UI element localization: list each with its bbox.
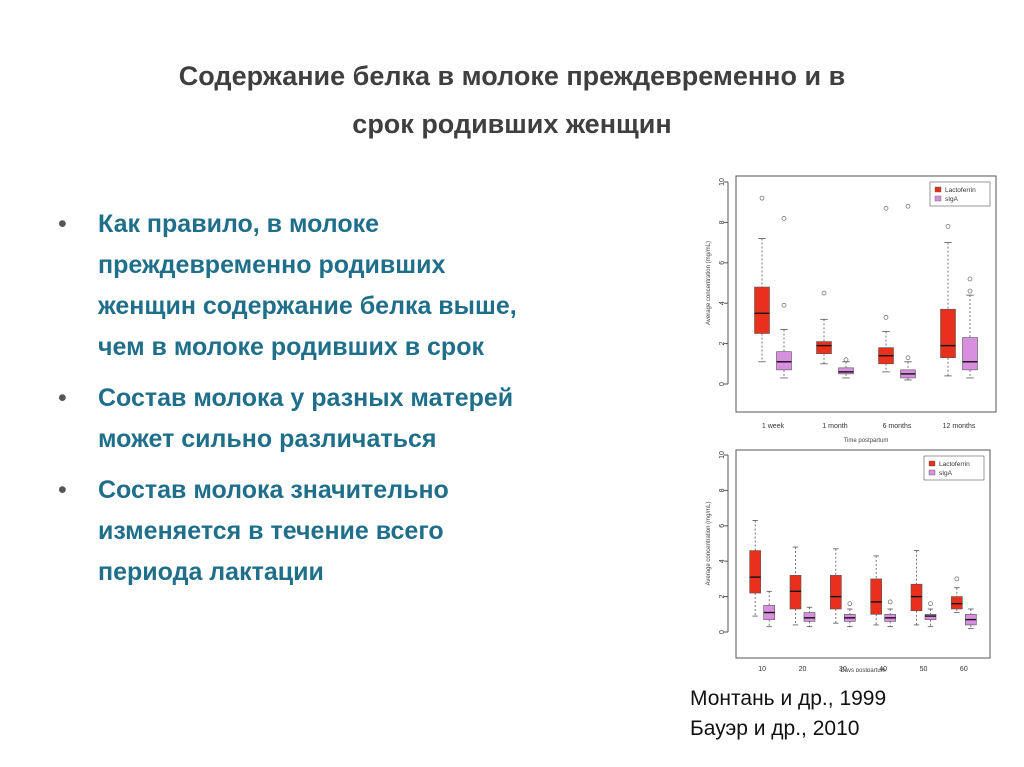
y-tick-label: 8 (719, 220, 726, 224)
outlier-point (781, 216, 787, 221)
legend-label: Lactoferrin (939, 461, 970, 468)
box-siga (924, 614, 937, 620)
box-lactoferrin (830, 575, 842, 610)
plot-frame (735, 449, 991, 659)
bullet-item: • Как правило, в молоке преждевременно р… (52, 204, 522, 368)
x-tick-label: 60 (960, 666, 968, 672)
slide-title-line-2: срок родивших женщин (352, 109, 672, 139)
outlier-point (847, 601, 853, 607)
legend-label: sIgA (945, 196, 959, 203)
outlier-point (781, 302, 787, 308)
slide-title-line-1: Содержание белка в молоке преждевременно… (178, 61, 846, 91)
boxplot-chart-days-postpartum: 0 2 4 6 8 10 Average concentration (mg/mL) 10 20… (698, 446, 1014, 672)
bullet-marker: • (58, 210, 67, 238)
x-tick-label: 6 months (883, 423, 912, 430)
box-lactoferrin (816, 341, 832, 355)
outlier-point (945, 224, 951, 229)
outlier-point (887, 599, 893, 605)
outlier-point (905, 355, 911, 361)
box-lactoferrin (940, 308, 956, 359)
box-lactoferrin (754, 286, 770, 334)
outlier-point (967, 276, 973, 282)
box-siga (803, 612, 816, 622)
x-tick-label: 1 week (762, 423, 785, 430)
x-tick-label: 30 (839, 666, 847, 672)
outlier-point (928, 601, 933, 607)
y-tick-label: 0 (719, 630, 726, 634)
box-siga (838, 367, 854, 375)
box-lactoferrin (870, 578, 882, 615)
bullet-marker: • (58, 384, 67, 412)
box-siga (962, 337, 978, 371)
y-tick-label: 10 (719, 451, 726, 459)
citation: Бауэр и др., 2010 (690, 717, 860, 740)
y-tick-label: 6 (719, 261, 726, 265)
bullet-item: • Состав молока у разных матерей может с… (52, 378, 522, 460)
boxplot-svg-1: 0 2 4 6 8 10 Average concentration (mg/mL) 1 we… (706, 175, 997, 444)
slide-title: Содержание белка в молоке преждевременно… (40, 52, 984, 148)
bullet-list: • Как правило, в молоке преждевременно р… (52, 204, 522, 603)
bullet-text: Состав молока у разных матерей может сил… (98, 384, 514, 453)
outlier-point (843, 357, 849, 363)
box-lactoferrin (910, 583, 923, 612)
box-lactoferrin (951, 596, 963, 610)
outlier-point (821, 290, 827, 296)
bullet-item: • Состав молока значительно изменяется в… (52, 470, 522, 593)
citation: Монтань и др., 1999 (690, 687, 887, 710)
legend-label: sIgA (939, 470, 953, 477)
legend-swatch (934, 186, 942, 193)
y-tick-label: 6 (719, 524, 726, 528)
box-lactoferrin (749, 550, 761, 594)
boxplot-svg-2: 0 2 4 6 8 10 Average concentration (mg/mL) 10 20… (706, 449, 991, 672)
legend-box (923, 455, 985, 481)
x-axis-label: Days postpartum (840, 668, 885, 672)
outlier-point (905, 203, 911, 209)
x-tick-label: 50 (920, 666, 928, 672)
y-tick-label: 8 (719, 488, 726, 492)
boxplot-chart-time-postpartum: 0 2 4 6 8 10 Average concentration (mg/mL) 1 we… (698, 168, 1014, 444)
outlier-point (759, 195, 765, 201)
legend-swatch (928, 469, 936, 476)
outlier-point (883, 314, 889, 320)
x-axis-label: Time postpartum (844, 438, 889, 444)
legend-swatch (928, 460, 936, 467)
plot-frame (735, 175, 997, 413)
y-tick-label: 10 (719, 178, 726, 186)
bullet-text: Состав молока значительно изменяется в т… (98, 476, 449, 586)
box-lactoferrin (789, 575, 802, 610)
bullet-marker: • (58, 476, 67, 504)
y-tick-label: 4 (719, 559, 726, 563)
y-axis-label: Average concentration (mg/mL) (706, 241, 712, 325)
citations: Монтань и др., 1999 Бауэр и др., 2010 (690, 684, 1010, 744)
x-tick-label: 20 (799, 666, 807, 672)
x-tick-label: 1 month (822, 423, 847, 430)
outlier-point (883, 205, 889, 211)
legend-swatch (934, 195, 942, 202)
y-tick-label: 2 (719, 595, 726, 599)
bullet-text: Как правило, в молоке преждевременно род… (98, 210, 517, 361)
y-tick-label: 0 (719, 382, 726, 386)
y-tick-label: 4 (719, 301, 726, 305)
x-tick-label: 40 (879, 666, 887, 672)
box-siga (776, 351, 792, 371)
x-tick-label: 12 months (943, 423, 976, 430)
y-axis-label: Average concentration (mg/mL) (706, 502, 712, 586)
x-tick-label: 10 (758, 666, 766, 672)
legend-label: Lactoferrin (945, 187, 976, 194)
outlier-point (967, 288, 973, 294)
legend-box (929, 181, 991, 207)
y-tick-label: 2 (719, 342, 726, 346)
outlier-point (954, 576, 960, 582)
